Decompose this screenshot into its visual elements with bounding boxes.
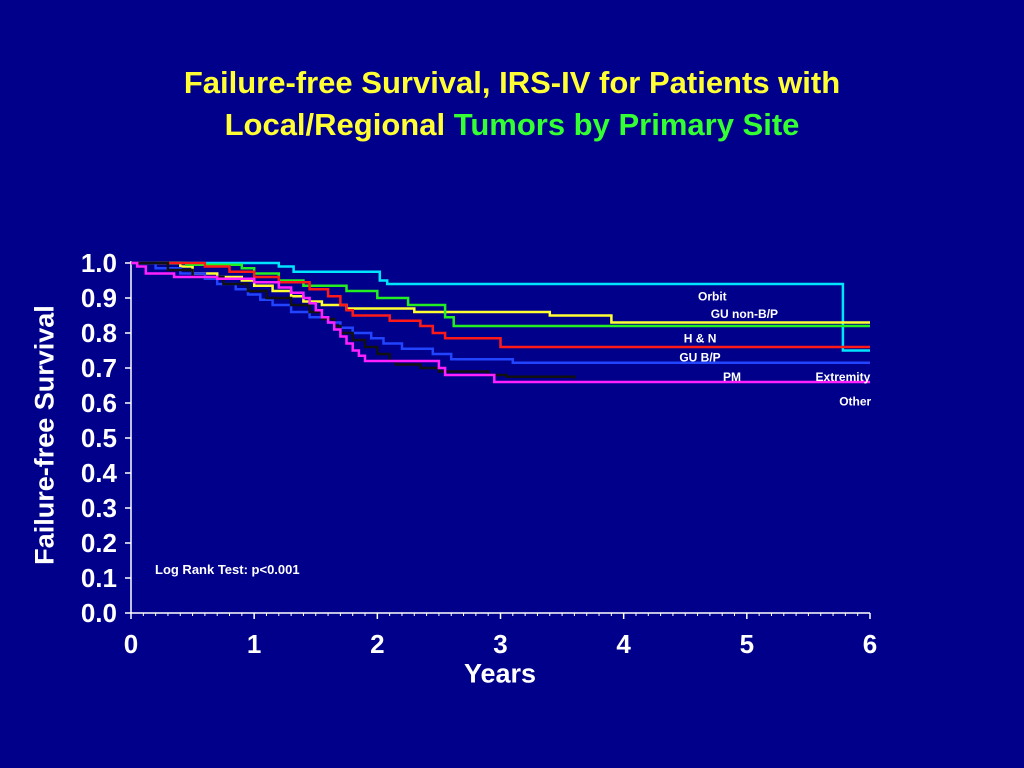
x-tick-label: 4	[616, 629, 631, 659]
series-line-extremity	[131, 261, 870, 328]
y-tick-label: 0.2	[81, 528, 117, 558]
series-label: H & N	[684, 331, 717, 345]
y-tick-label: 0.8	[81, 318, 117, 348]
series-line-gu-b-p	[131, 261, 870, 365]
y-tick-label: 0.9	[81, 283, 117, 313]
x-tick-label: 6	[863, 629, 877, 659]
title-line-2-green: Tumors by Primary Site	[453, 107, 800, 142]
series-label: PM	[723, 370, 741, 384]
y-tick-label: 0.4	[81, 458, 118, 488]
title-line-2-yellow: Local/Regional	[224, 107, 446, 142]
y-tick-label: 0.0	[81, 598, 117, 628]
series-line-orbit	[131, 261, 870, 352]
series-label: Extremity	[816, 370, 871, 384]
series-label: GU non-B/P	[711, 307, 778, 321]
series-label: Orbit	[698, 289, 727, 303]
series-line-h-n	[131, 261, 870, 349]
chart-title: Failure-free Survival, IRS-IV for Patien…	[0, 62, 1024, 146]
x-tick-label: 5	[740, 629, 754, 659]
y-tick-label: 0.3	[81, 493, 117, 523]
x-tick-label: 3	[493, 629, 507, 659]
x-tick-label: 0	[124, 629, 138, 659]
log-rank-annotation: Log Rank Test: p<0.001	[155, 562, 300, 577]
x-axis-label: Years	[463, 658, 537, 689]
y-tick-label: 0.7	[81, 353, 117, 383]
series-line-other	[131, 261, 870, 384]
y-tick-label: 1.0	[81, 248, 117, 278]
series-label: GU B/P	[679, 351, 720, 365]
x-tick-label: 1	[247, 629, 261, 659]
y-tick-label: 0.6	[81, 388, 117, 418]
title-line-2: Local/Regional Tumors by Primary Site	[0, 104, 1024, 146]
y-tick-label: 0.1	[81, 563, 117, 593]
title-line-1: Failure-free Survival, IRS-IV for Patien…	[183, 65, 841, 100]
y-tick-label: 0.5	[81, 423, 117, 453]
series-label: Other	[839, 394, 871, 408]
series-line-pm	[131, 261, 576, 379]
x-tick-label: 2	[370, 629, 384, 659]
